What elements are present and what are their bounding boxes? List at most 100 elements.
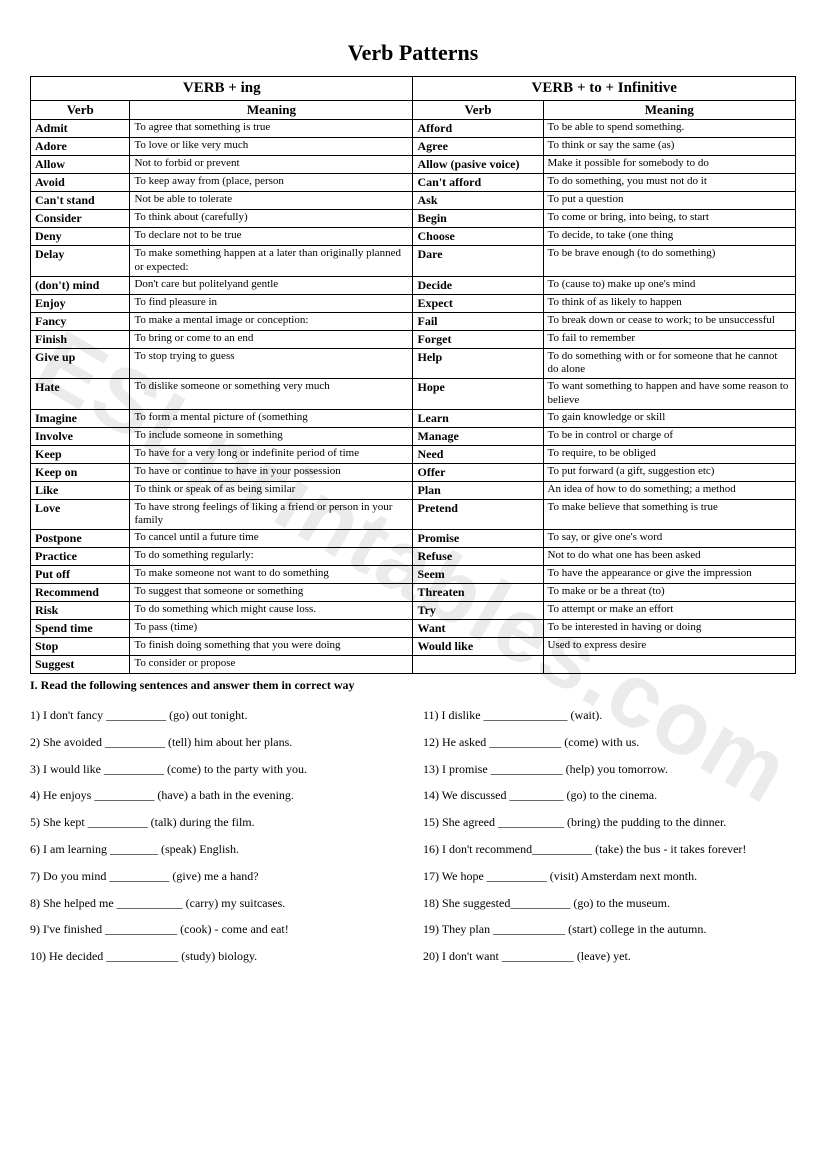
verb-right: Can't afford	[413, 174, 543, 192]
verb-left: Stop	[31, 638, 130, 656]
verb-left: Imagine	[31, 409, 130, 427]
verb-right: Seem	[413, 566, 543, 584]
table-row: Love To have strong feelings of liking a…	[31, 499, 796, 530]
meaning-right: An idea of how to do something; a method	[543, 481, 795, 499]
meaning-right: To be brave enough (to do something)	[543, 246, 795, 277]
page-title: Verb Patterns	[30, 40, 796, 66]
verb-right: Agree	[413, 138, 543, 156]
meaning-right: To say, or give one's word	[543, 530, 795, 548]
table-row: KeepTo have for a very long or indefinit…	[31, 445, 796, 463]
verb-left: Love	[31, 499, 130, 530]
meaning-left: To pass (time)	[130, 620, 413, 638]
table-row: FancyTo make a mental image or conceptio…	[31, 312, 796, 330]
exercise-item: 15) She agreed ___________ (bring) the p…	[423, 814, 796, 831]
exercise-item: 7) Do you mind __________ (give) me a ha…	[30, 868, 403, 885]
col-header-verb-right: Verb	[413, 100, 543, 119]
verb-right: Decide	[413, 276, 543, 294]
verb-right: Plan	[413, 481, 543, 499]
verb-left: Can't stand	[31, 192, 130, 210]
verb-right	[413, 656, 543, 674]
meaning-right: Used to express desire	[543, 638, 795, 656]
meaning-right: To (cause to) make up one's mind	[543, 276, 795, 294]
meaning-left: To have or continue to have in your poss…	[130, 463, 413, 481]
verb-left: Risk	[31, 602, 130, 620]
exercise-col-right: 11) I dislike ______________ (wait).12) …	[423, 707, 796, 975]
meaning-right: To want something to happen and have som…	[543, 379, 795, 410]
meaning-left: To suggest that someone or something	[130, 584, 413, 602]
exercise-item: 20) I don't want ____________ (leave) ye…	[423, 948, 796, 965]
table-row: Keep onTo have or continue to have in yo…	[31, 463, 796, 481]
verb-left: Fancy	[31, 312, 130, 330]
table-row: SuggestTo consider or propose	[31, 656, 796, 674]
verb-right: Forget	[413, 330, 543, 348]
meaning-right: To require, to be obliged	[543, 445, 795, 463]
verb-left: Put off	[31, 566, 130, 584]
exercise-item: 14) We discussed _________ (go) to the c…	[423, 787, 796, 804]
verb-left: Consider	[31, 210, 130, 228]
meaning-left: To form a mental picture of (something	[130, 409, 413, 427]
verb-left: Spend time	[31, 620, 130, 638]
meaning-right: To think or say the same (as)	[543, 138, 795, 156]
meaning-left: To have for a very long or indefinite pe…	[130, 445, 413, 463]
table-row: DelayTo make something happen at a later…	[31, 246, 796, 277]
table-row: Put offTo make someone not want to do so…	[31, 566, 796, 584]
verb-right: Dare	[413, 246, 543, 277]
meaning-left: To declare not to be true	[130, 228, 413, 246]
meaning-left: To include someone in something	[130, 427, 413, 445]
exercise-item: 12) He asked ____________ (come) with us…	[423, 734, 796, 751]
exercise-item: 19) They plan ____________ (start) colle…	[423, 921, 796, 938]
meaning-left: To think about (carefully)	[130, 210, 413, 228]
meaning-left: To dislike someone or something very muc…	[130, 379, 413, 410]
exercise-item: 17) We hope __________ (visit) Amsterdam…	[423, 868, 796, 885]
exercise-item: 16) I don't recommend__________ (take) t…	[423, 841, 796, 858]
table-row: InvolveTo include someone in somethingMa…	[31, 427, 796, 445]
exercise-item: 13) I promise ____________ (help) you to…	[423, 761, 796, 778]
verb-left: Keep	[31, 445, 130, 463]
meaning-right: To think of as likely to happen	[543, 294, 795, 312]
meaning-left: To make a mental image or conception:	[130, 312, 413, 330]
exercise-item: 6) I am learning ________ (speak) Englis…	[30, 841, 403, 858]
verb-right: Hope	[413, 379, 543, 410]
meaning-right: To be able to spend something.	[543, 120, 795, 138]
meaning-right: To be in control or charge of	[543, 427, 795, 445]
verb-right: Want	[413, 620, 543, 638]
col-header-meaning-right: Meaning	[543, 100, 795, 119]
meaning-left: To have strong feelings of liking a frie…	[130, 499, 413, 530]
verb-left: Adore	[31, 138, 130, 156]
verb-left: Involve	[31, 427, 130, 445]
verb-right: Threaten	[413, 584, 543, 602]
meaning-right: To gain knowledge or skill	[543, 409, 795, 427]
exercise-item: 10) He decided ____________ (study) biol…	[30, 948, 403, 965]
meaning-right: To be interested in having or doing	[543, 620, 795, 638]
verb-right: Afford	[413, 120, 543, 138]
verb-left: Deny	[31, 228, 130, 246]
meaning-left: To do something regularly:	[130, 548, 413, 566]
table-row: (don't) mindDon't care but politelyand g…	[31, 276, 796, 294]
verb-right: Try	[413, 602, 543, 620]
meaning-right: To have the appearance or give the impre…	[543, 566, 795, 584]
meaning-left: To cancel until a future time	[130, 530, 413, 548]
meaning-right: To do something with or for someone that…	[543, 348, 795, 379]
verb-left: Enjoy	[31, 294, 130, 312]
meaning-right: To make believe that something is true	[543, 499, 795, 530]
verb-right: Fail	[413, 312, 543, 330]
verb-right: Offer	[413, 463, 543, 481]
table-row: Can't standNot be able to tolerateAskTo …	[31, 192, 796, 210]
verb-left: Like	[31, 481, 130, 499]
table-row: Practice To do something regularly:Refus…	[31, 548, 796, 566]
table-row: Give upTo stop trying to guessHelpTo do …	[31, 348, 796, 379]
exercise-item: 1) I don't fancy __________ (go) out ton…	[30, 707, 403, 724]
verb-left: (don't) mind	[31, 276, 130, 294]
meaning-left: To bring or come to an end	[130, 330, 413, 348]
verb-right: Manage	[413, 427, 543, 445]
table-row: StopTo finish doing something that you w…	[31, 638, 796, 656]
table-row: DenyTo declare not to be trueChooseTo de…	[31, 228, 796, 246]
meaning-right	[543, 656, 795, 674]
exercise-item: 5) She kept __________ (talk) during the…	[30, 814, 403, 831]
meaning-left: To think or speak of as being similar	[130, 481, 413, 499]
verb-left: Practice	[31, 548, 130, 566]
verb-left: Suggest	[31, 656, 130, 674]
exercise-item: 2) She avoided __________ (tell) him abo…	[30, 734, 403, 751]
verb-right: Help	[413, 348, 543, 379]
exercise-instruction: I. Read the following sentences and answ…	[30, 678, 796, 693]
